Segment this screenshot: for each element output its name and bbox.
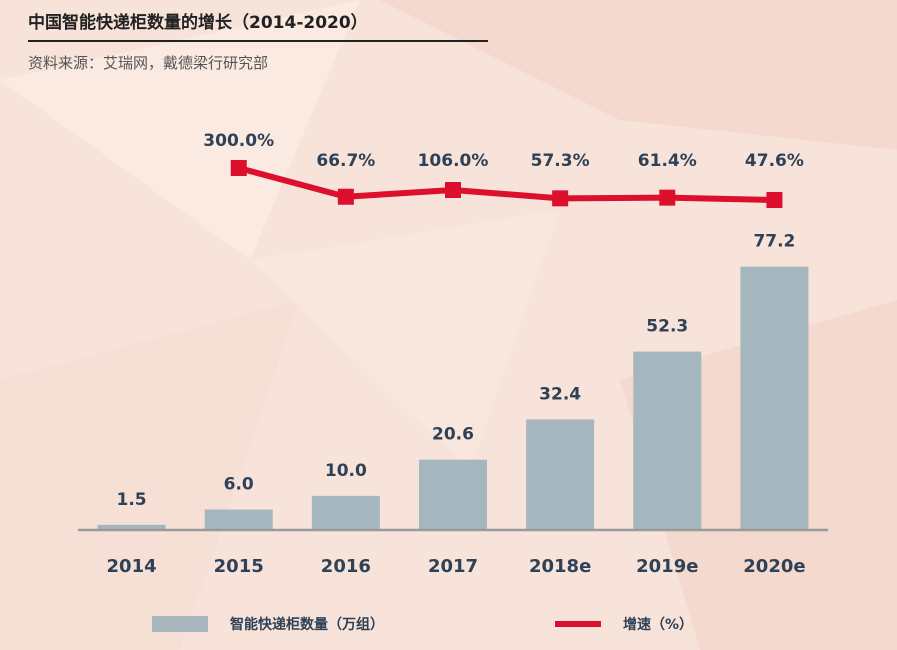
bar-value-label-2014: 1.5 [117,490,147,510]
bar-value-label-2019e: 52.3 [646,317,688,337]
bar-2014 [97,524,166,530]
bar-2018e [526,419,595,530]
chart-title: 中国智能快递柜数量的增长（2014-2020） [28,13,368,33]
x-tick-label-2020e: 2020e [743,556,805,577]
legend-line-swatch [555,621,601,627]
growth-label-2019e: 61.4% [638,151,697,171]
growth-label-2017: 106.0% [418,151,489,171]
bar-value-label-2018e: 32.4 [539,384,581,404]
legend-item-bars: 智能快递柜数量（万组） [152,614,384,634]
title-underline [28,40,488,42]
growth-rate-labels: 300.0% 66.7% 106.0% 57.3% 61.4% 47.6% [203,131,804,171]
bar-series [97,266,809,530]
growth-marker-2019e [659,189,676,206]
bar-value-label-2017: 20.6 [432,425,474,445]
bar-2017 [419,459,487,530]
x-tick-label-2019e: 2019e [636,556,698,577]
bar-2015 [204,509,273,530]
x-tick-label-2016: 2016 [321,556,371,577]
x-tick-label-2014: 2014 [107,556,157,577]
growth-label-2015: 300.0% [203,131,274,151]
bar-value-label-2016: 10.0 [325,461,367,481]
growth-label-2016: 66.7% [316,151,375,171]
growth-marker-2017 [445,182,461,198]
legend-line-label: 增速（%） [623,617,694,633]
legend-item-line: 增速（%） [555,614,693,634]
bar-value-labels: 1.5 6.0 10.0 20.6 32.4 52.3 77.2 [117,232,796,510]
growth-marker-2015 [230,160,247,176]
growth-label-2020e: 47.6% [745,151,804,171]
legend-bar-swatch [152,616,208,632]
bar-value-label-2020e: 77.2 [753,232,795,252]
growth-label-2018e: 57.3% [531,151,590,171]
bar-2016 [311,495,380,530]
growth-marker-2018e [552,190,569,207]
x-tick-label-2017: 2017 [428,556,478,577]
bar-value-label-2015: 6.0 [224,475,254,495]
bar-2019e [633,351,702,530]
growth-marker-2020e [766,192,783,208]
x-tick-labels: 2014 2015 2016 2017 2018e 2019e 2020e [107,556,806,577]
growth-rate-markers [230,160,783,208]
source-note: 资料来源：艾瑞网，戴德梁行研究部 [28,54,269,72]
x-tick-label-2018e: 2018e [529,556,591,577]
bar-2020e [740,266,809,530]
legend-bar-label: 智能快递柜数量（万组） [230,617,384,633]
x-tick-label-2015: 2015 [214,556,264,577]
growth-marker-2016 [337,188,354,205]
growth-rate-line [237,165,775,203]
